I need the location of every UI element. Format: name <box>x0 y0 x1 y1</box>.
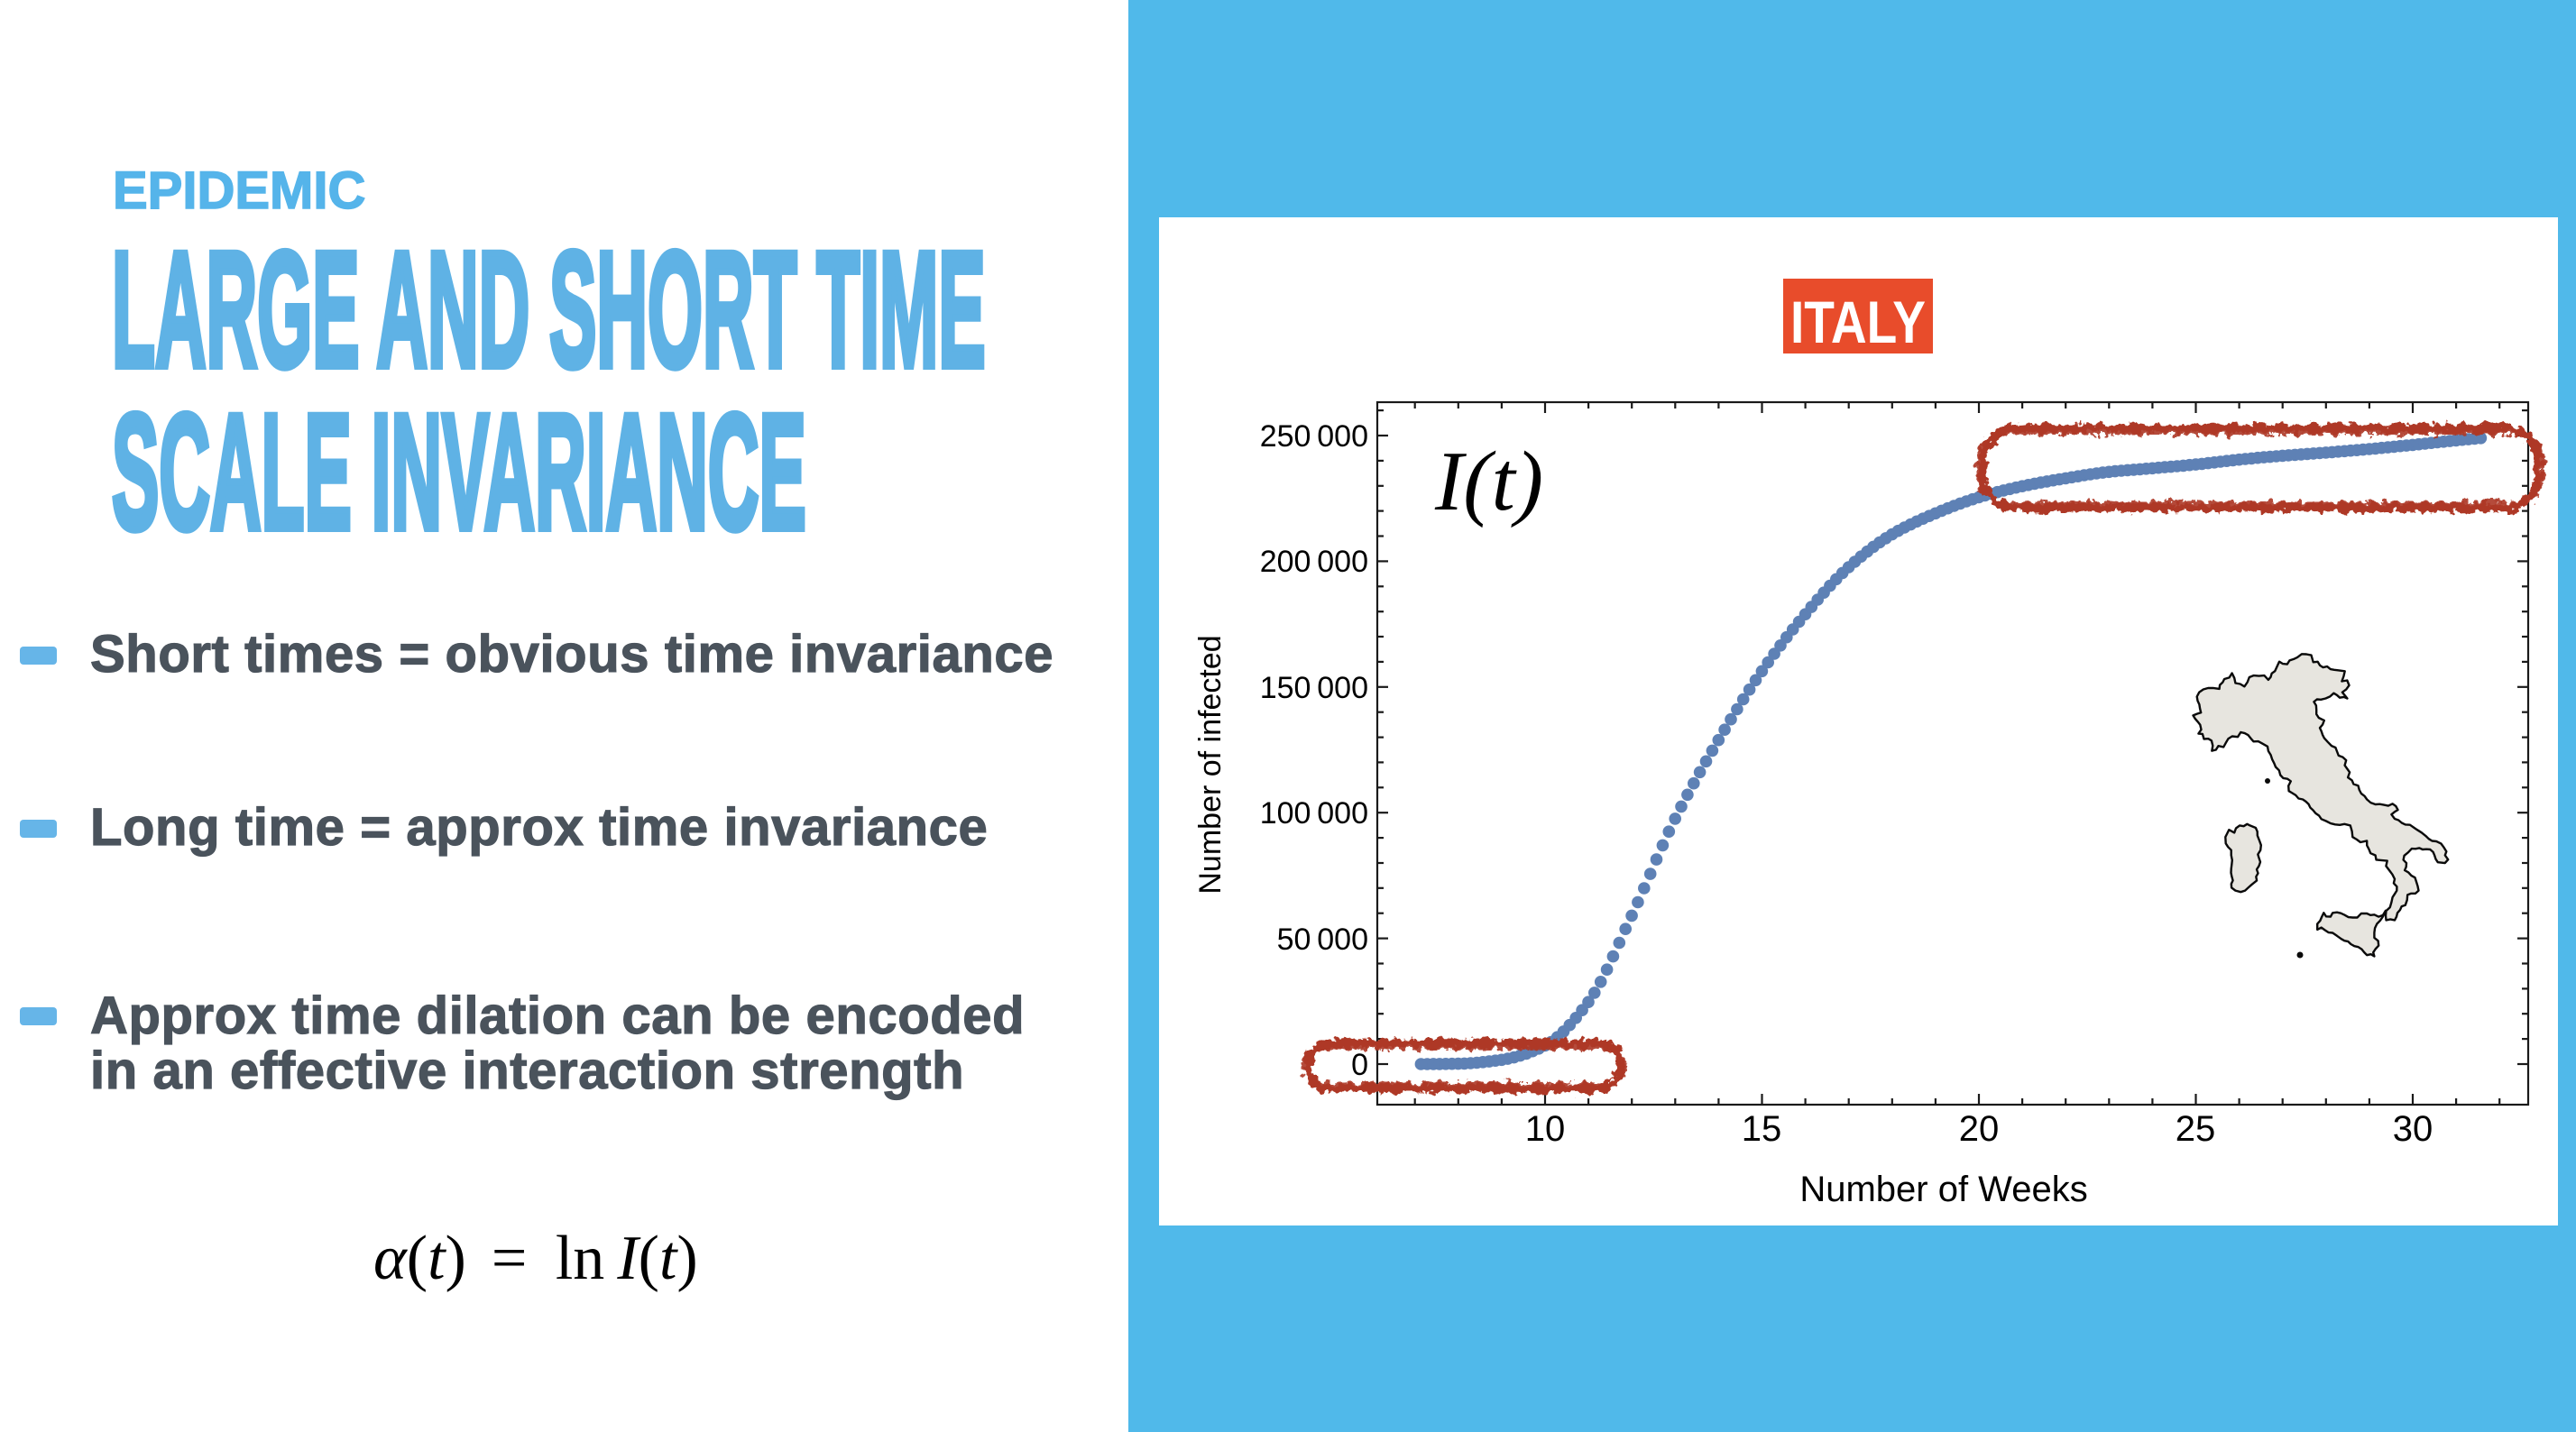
svg-text:200 000: 200 000 <box>1260 545 1368 579</box>
svg-text:0: 0 <box>1351 1048 1368 1082</box>
svg-text:Number of infected: Number of infected <box>1193 635 1228 894</box>
svg-text:100 000: 100 000 <box>1260 796 1368 831</box>
svg-text:150 000: 150 000 <box>1260 671 1368 705</box>
svg-text:ITALY: ITALY <box>1790 289 1926 355</box>
svg-text:50 000: 50 000 <box>1277 923 1368 957</box>
svg-text:250 000: 250 000 <box>1260 419 1368 454</box>
svg-text:Number of Weeks: Number of Weeks <box>1799 1170 2087 1209</box>
svg-text:15: 15 <box>1742 1109 1782 1149</box>
svg-text:20: 20 <box>1959 1109 2000 1149</box>
svg-text:I(t): I(t) <box>1434 435 1543 528</box>
svg-text:30: 30 <box>2393 1109 2433 1149</box>
svg-text:10: 10 <box>1525 1109 1566 1149</box>
svg-text:25: 25 <box>2176 1109 2216 1149</box>
